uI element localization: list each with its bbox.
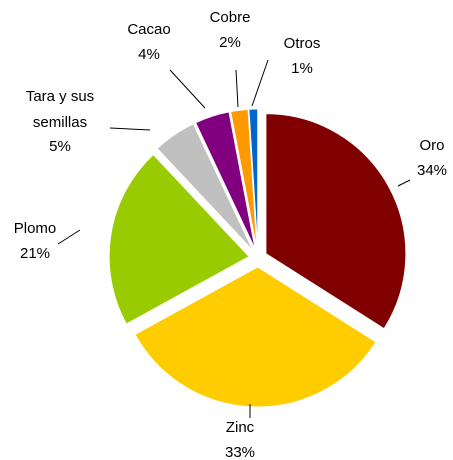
label-line: Plomo bbox=[14, 220, 57, 237]
leader-line bbox=[57, 229, 81, 245]
value-label: 4% bbox=[138, 46, 160, 63]
label-line: Zinc bbox=[226, 419, 255, 436]
label-line: Oro bbox=[419, 137, 444, 154]
label-line: Cobre bbox=[210, 9, 251, 26]
leader-line bbox=[397, 179, 411, 187]
value-label: 5% bbox=[49, 138, 71, 155]
value-label: 34% bbox=[417, 162, 447, 179]
pie-slice bbox=[265, 113, 407, 330]
slice-label: Tara y sus semillas bbox=[26, 88, 94, 131]
value-label: 2% bbox=[219, 34, 241, 51]
pie-slice bbox=[156, 123, 254, 251]
pie-slice bbox=[108, 153, 250, 325]
slice-label: Cobre bbox=[210, 9, 251, 26]
slice-label: Cacao bbox=[127, 21, 170, 38]
value-label: 33% bbox=[225, 444, 255, 460]
label-line: Otros bbox=[284, 35, 321, 52]
slice-label: Otros bbox=[284, 35, 321, 52]
slice-label: Oro bbox=[419, 137, 444, 154]
label-line: semillas bbox=[33, 114, 87, 131]
value-label: 21% bbox=[20, 245, 50, 262]
leader-line bbox=[109, 127, 151, 131]
pie-slice bbox=[248, 108, 259, 250]
label-line: Tara y sus bbox=[26, 88, 94, 105]
leader-line bbox=[169, 69, 206, 109]
pie-slice bbox=[194, 111, 256, 250]
leader-line bbox=[235, 69, 239, 108]
slice-label: Plomo bbox=[14, 220, 57, 237]
pie-slice bbox=[134, 266, 377, 408]
leader-line bbox=[251, 59, 269, 107]
value-label: 1% bbox=[291, 60, 313, 77]
slice-label: Zinc bbox=[226, 419, 255, 436]
pie-slice bbox=[230, 108, 258, 250]
label-line: Cacao bbox=[127, 21, 170, 38]
